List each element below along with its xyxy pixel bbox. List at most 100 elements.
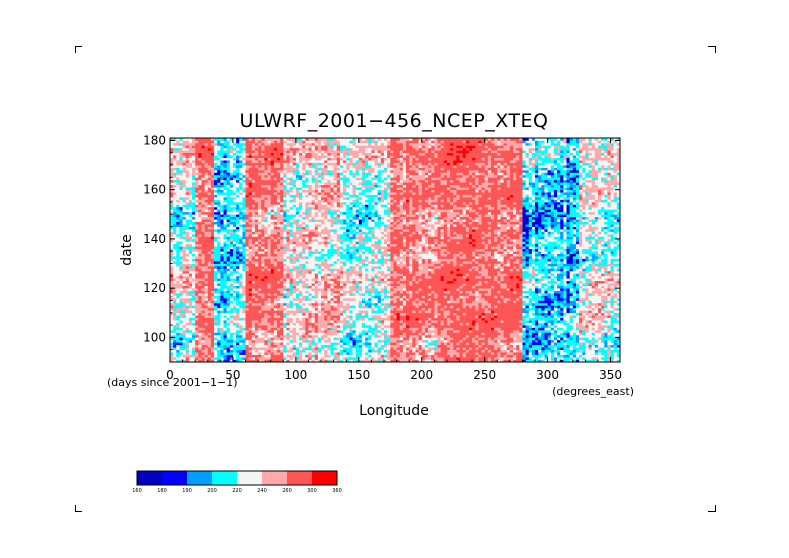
heatmap-cell (387, 293, 391, 296)
heatmap-cell (582, 300, 586, 304)
heatmap-cell (553, 325, 558, 328)
heatmap-cell (361, 298, 366, 301)
heatmap-cell (258, 261, 262, 264)
heatmap-cell (182, 270, 190, 274)
heatmap-cell (311, 342, 316, 346)
heatmap-cell (575, 357, 580, 360)
heatmap-cell (616, 278, 621, 282)
heatmap-cell (531, 229, 536, 232)
heatmap-cell (361, 302, 366, 306)
heatmap-cell (251, 224, 256, 227)
heatmap-cell (239, 310, 243, 314)
heatmap-cell (314, 300, 319, 304)
heatmap-cell (245, 263, 256, 267)
heatmap-cell (371, 298, 378, 301)
heatmap-cell (214, 327, 218, 331)
heatmap-cell (553, 334, 558, 338)
heatmap-cell (525, 317, 530, 321)
heatmap-cell (610, 226, 615, 230)
heatmap-cell (525, 354, 530, 358)
heatmap-cell (214, 288, 218, 291)
heatmap-cell (390, 256, 394, 259)
heatmap-cell (245, 349, 249, 353)
heatmap-cell (273, 293, 278, 296)
heatmap-cell (182, 236, 187, 240)
heatmap-cell (198, 251, 202, 254)
heatmap-cell (487, 347, 495, 350)
heatmap-cell (487, 337, 492, 341)
heatmap-cell (468, 236, 473, 240)
heatmap-cell (383, 325, 391, 328)
heatmap-cell (557, 253, 564, 257)
heatmap-cell (239, 238, 243, 242)
heatmap-cell (519, 344, 523, 348)
heatmap-cell (402, 290, 407, 294)
heatmap-cell (176, 278, 180, 282)
heatmap-cell (484, 258, 489, 262)
heatmap-cell (531, 263, 536, 267)
heatmap-cell (286, 290, 290, 294)
heatmap-cell (179, 298, 190, 301)
heatmap-cell (472, 330, 498, 333)
heatmap-cell (487, 231, 492, 235)
heatmap-cell (550, 357, 555, 360)
heatmap-cell (494, 256, 504, 259)
heatmap-cell (588, 315, 592, 318)
heatmap-cell (531, 283, 536, 286)
heatmap-cell (248, 273, 253, 277)
heatmap-cell (361, 251, 366, 254)
heatmap-cell (437, 307, 441, 311)
heatmap-cell (597, 268, 602, 272)
heatmap-cell (412, 283, 463, 286)
heatmap-cell (311, 310, 319, 314)
heatmap-cell (607, 290, 611, 294)
heatmap-cell (273, 305, 281, 309)
heatmap-cell (295, 359, 309, 363)
heatmap-cell (535, 266, 539, 269)
heatmap-cell (352, 317, 356, 321)
heatmap-cell (317, 278, 322, 282)
heatmap-cell (566, 312, 577, 316)
heatmap-cell (226, 256, 231, 259)
heatmap-cell (270, 238, 275, 242)
heatmap-cell (254, 263, 259, 267)
heatmap-cell (563, 241, 567, 245)
heatmap-cell (390, 312, 394, 316)
heatmap-cell (361, 347, 369, 350)
heatmap-cell (308, 352, 312, 355)
heatmap-cell (531, 280, 536, 284)
heatmap-cell (286, 315, 309, 318)
heatmap-cell (516, 354, 523, 358)
heatmap-cell (292, 300, 300, 304)
heatmap-cell (242, 273, 246, 277)
heatmap-cell (358, 300, 363, 304)
heatmap-cell (336, 278, 341, 282)
heatmap-cell (383, 234, 391, 237)
heatmap-cell (566, 236, 574, 240)
heatmap-cell (550, 258, 555, 262)
heatmap-cell (220, 275, 224, 279)
heatmap-cell (239, 258, 243, 262)
heatmap-cell (368, 229, 372, 232)
heatmap-cell (402, 253, 410, 257)
heatmap-cell (610, 290, 615, 294)
heatmap-cell (572, 325, 577, 328)
heatmap-cell (254, 298, 259, 301)
heatmap-cell (188, 293, 193, 296)
heatmap-cell (607, 285, 611, 289)
heatmap-cell (198, 263, 209, 267)
heatmap-cell (465, 226, 470, 230)
heatmap-cell (547, 322, 552, 326)
heatmap-cell (292, 290, 297, 294)
heatmap-cell (575, 352, 583, 355)
heatmap-cell (264, 359, 284, 363)
heatmap-cell (484, 275, 492, 279)
heatmap-cell (390, 270, 394, 274)
heatmap-cell (210, 261, 215, 264)
heatmap-cell (368, 349, 372, 353)
heatmap-cell (585, 238, 592, 242)
heatmap-cell (535, 278, 539, 282)
heatmap-cell (516, 224, 520, 227)
heatmap-cell (538, 349, 542, 353)
heatmap-cell (330, 263, 334, 267)
